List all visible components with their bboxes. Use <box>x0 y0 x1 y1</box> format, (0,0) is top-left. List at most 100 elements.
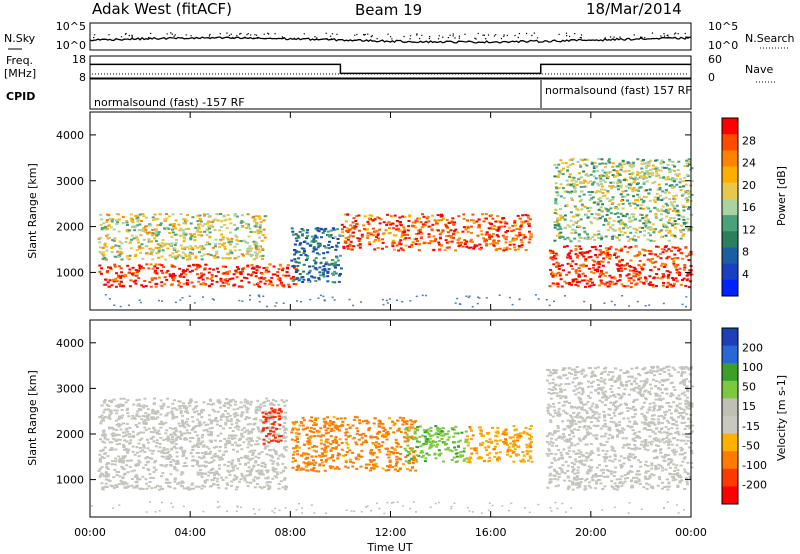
power-cell <box>616 172 620 175</box>
power-cell <box>664 188 668 191</box>
power-cell <box>321 268 325 271</box>
noise-search-dot <box>293 37 296 39</box>
power-cell <box>298 278 302 281</box>
velocity-cell <box>272 468 276 471</box>
power-cell <box>416 217 420 220</box>
power-cell <box>652 199 656 202</box>
power-cell <box>293 258 297 261</box>
velocity-cell <box>283 477 287 480</box>
velocity-cell <box>243 398 247 401</box>
velocity-cell <box>264 412 268 415</box>
power-cell <box>606 285 610 288</box>
velocity-cell <box>240 432 244 435</box>
velocity-cell <box>188 432 192 435</box>
power-cell <box>198 246 202 249</box>
velocity-cell <box>204 453 207 455</box>
power-cell <box>605 255 609 258</box>
velocity-cell <box>310 455 314 458</box>
velocity-cell <box>173 487 177 490</box>
power-cell <box>512 229 516 232</box>
power-cell <box>605 281 609 284</box>
power-cell <box>642 207 646 210</box>
velocity-cell <box>268 416 272 419</box>
power-cell <box>620 283 624 286</box>
power-cell <box>678 181 682 184</box>
power-cell <box>565 273 569 276</box>
velocity-cell <box>108 417 112 420</box>
power-cell <box>434 238 438 241</box>
velocity-cell <box>278 454 282 457</box>
power-cell <box>235 271 239 274</box>
power-cell <box>317 243 321 246</box>
velocity-cell <box>180 480 184 483</box>
velocity-cell <box>377 425 381 428</box>
power-cell <box>573 186 577 189</box>
velocity-cell <box>188 404 192 407</box>
power-cell <box>160 284 164 287</box>
power-cell <box>608 171 612 174</box>
velocity-cell <box>146 441 150 444</box>
velocity-cell <box>267 437 271 440</box>
power-cell <box>484 233 488 236</box>
power-cell <box>605 197 609 200</box>
velocity-cell <box>105 463 109 466</box>
power-cell <box>213 254 217 257</box>
power-cell <box>622 179 626 181</box>
velocity-cell <box>141 449 145 452</box>
velocity-cell <box>153 397 156 400</box>
power-cell <box>656 276 660 279</box>
power-cell <box>182 271 186 274</box>
power-cell <box>439 244 443 247</box>
power-speckle <box>386 302 389 304</box>
power-cell <box>659 169 663 172</box>
power-cell <box>594 212 598 215</box>
velocity-cell <box>205 428 209 431</box>
power-cell <box>518 234 522 237</box>
velocity-cell <box>401 463 405 466</box>
power-cell <box>314 240 318 242</box>
power-cell <box>469 225 473 228</box>
power-cell <box>114 244 118 247</box>
power-cell <box>554 252 558 255</box>
noise-search-dot <box>477 32 479 35</box>
velocity-cell <box>169 460 173 463</box>
power-cell <box>223 247 227 250</box>
velocity-cell <box>388 417 392 420</box>
velocity-cell <box>110 441 114 444</box>
velocity-cell <box>216 400 220 403</box>
power-cell <box>318 271 322 274</box>
velocity-cell <box>347 435 350 438</box>
velocity-cell <box>185 457 188 460</box>
power-cell <box>623 285 627 288</box>
power-cell <box>230 237 234 240</box>
power-cell <box>178 281 182 284</box>
velocity-cell <box>244 474 248 477</box>
velocity-cell <box>173 480 177 483</box>
power-cell <box>584 232 588 235</box>
power-cell <box>235 236 239 239</box>
power-cell <box>651 182 655 184</box>
power-cell <box>557 186 561 189</box>
power-cell <box>386 222 390 225</box>
power-cell <box>336 259 340 262</box>
velocity-cell <box>256 426 260 429</box>
velocity-cell <box>378 451 382 454</box>
velocity-cell <box>273 412 277 415</box>
velocity-cell <box>112 432 116 435</box>
velocity-cell <box>459 455 463 458</box>
velocity-cell <box>152 417 156 420</box>
power-cell <box>559 231 563 234</box>
velocity-cell <box>120 465 124 468</box>
power-cell <box>480 233 484 236</box>
power-cell <box>515 237 518 240</box>
velocity-cell <box>128 426 132 429</box>
power-cell <box>555 166 559 169</box>
velocity-cell <box>410 423 414 426</box>
velocity-cell <box>152 416 155 419</box>
velocity-cell <box>263 404 266 407</box>
power-cell <box>630 282 633 285</box>
velocity-cell <box>283 429 287 432</box>
power-cell <box>684 190 688 193</box>
velocity-cell <box>191 420 195 423</box>
power-cell <box>345 227 349 230</box>
